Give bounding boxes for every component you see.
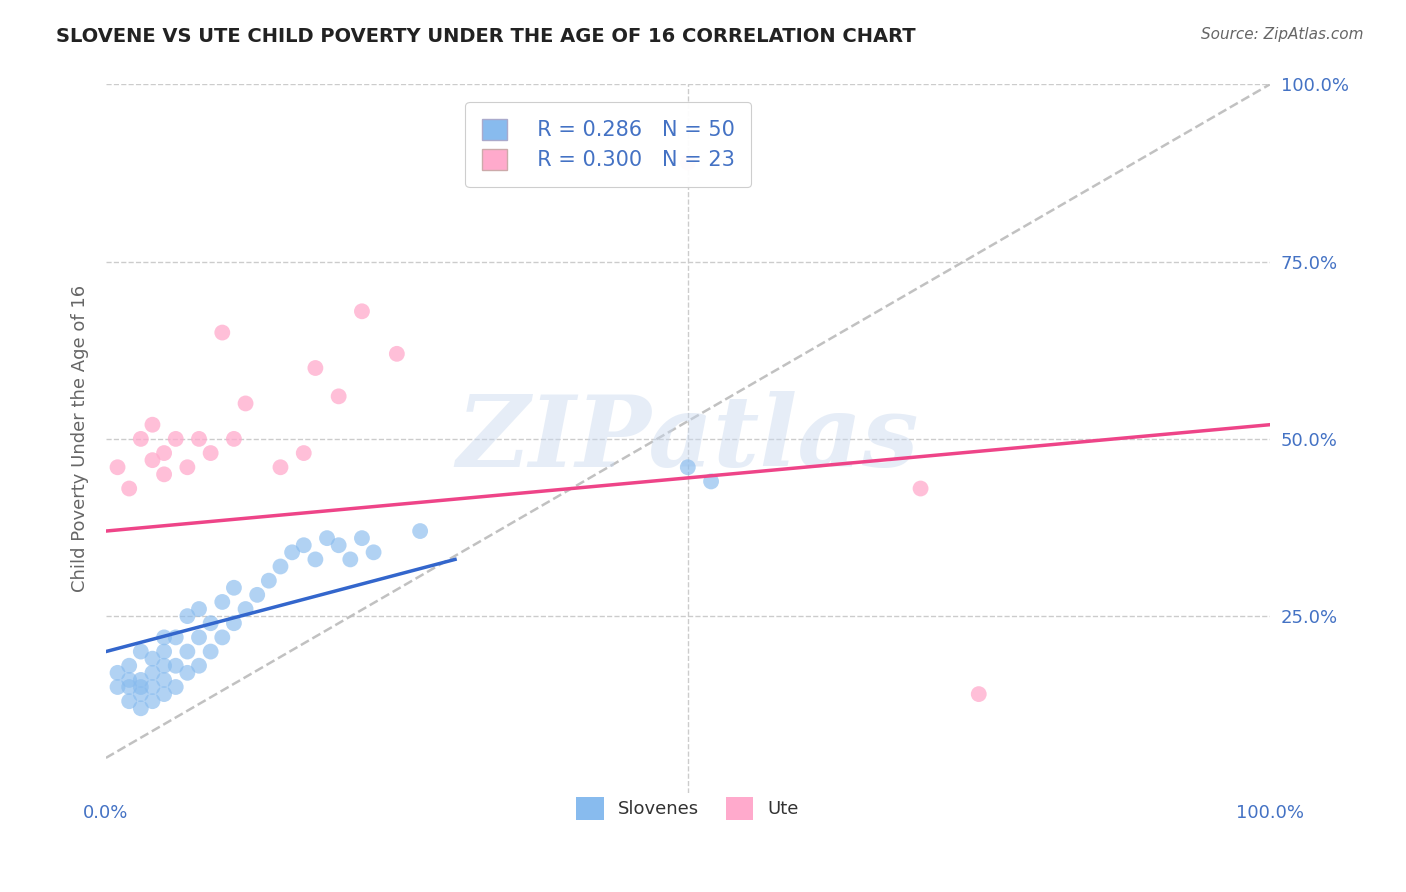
Point bbox=[129, 687, 152, 701]
Point bbox=[350, 304, 373, 318]
Point bbox=[153, 644, 176, 658]
Point bbox=[129, 432, 152, 446]
Point bbox=[246, 588, 269, 602]
Point bbox=[165, 658, 187, 673]
Point bbox=[316, 531, 339, 545]
Point bbox=[676, 460, 699, 475]
Point bbox=[153, 658, 176, 673]
Point bbox=[107, 665, 129, 680]
Point bbox=[141, 453, 163, 467]
Point bbox=[676, 155, 699, 169]
Point bbox=[129, 680, 152, 694]
Point bbox=[118, 482, 141, 496]
Point bbox=[211, 595, 233, 609]
Point bbox=[141, 417, 163, 432]
Point bbox=[328, 538, 350, 552]
Y-axis label: Child Poverty Under the Age of 16: Child Poverty Under the Age of 16 bbox=[72, 285, 89, 592]
Point bbox=[165, 432, 187, 446]
Point bbox=[176, 644, 198, 658]
Point bbox=[350, 531, 373, 545]
Point bbox=[118, 658, 141, 673]
Point bbox=[118, 694, 141, 708]
Point bbox=[141, 680, 163, 694]
Point bbox=[222, 581, 245, 595]
Point bbox=[118, 673, 141, 687]
Text: SLOVENE VS UTE CHILD POVERTY UNDER THE AGE OF 16 CORRELATION CHART: SLOVENE VS UTE CHILD POVERTY UNDER THE A… bbox=[56, 27, 915, 45]
Point bbox=[141, 651, 163, 665]
Point bbox=[211, 631, 233, 645]
Point bbox=[328, 389, 350, 403]
Point bbox=[129, 673, 152, 687]
Point bbox=[235, 602, 257, 616]
Text: Source: ZipAtlas.com: Source: ZipAtlas.com bbox=[1201, 27, 1364, 42]
Point bbox=[257, 574, 280, 588]
Point bbox=[188, 602, 211, 616]
Point bbox=[165, 631, 187, 645]
Point bbox=[200, 616, 222, 631]
Point bbox=[153, 687, 176, 701]
Point bbox=[700, 475, 723, 489]
Point bbox=[967, 687, 990, 701]
Point bbox=[141, 694, 163, 708]
Point bbox=[200, 644, 222, 658]
Point bbox=[292, 446, 315, 460]
Legend: Slovenes, Ute: Slovenes, Ute bbox=[562, 783, 814, 834]
Point bbox=[281, 545, 304, 559]
Point bbox=[269, 460, 291, 475]
Point bbox=[176, 460, 198, 475]
Point bbox=[118, 680, 141, 694]
Point bbox=[339, 552, 361, 566]
Point bbox=[222, 616, 245, 631]
Point bbox=[153, 446, 176, 460]
Point bbox=[129, 701, 152, 715]
Point bbox=[269, 559, 291, 574]
Point bbox=[363, 545, 385, 559]
Point bbox=[188, 432, 211, 446]
Point bbox=[129, 644, 152, 658]
Point bbox=[235, 396, 257, 410]
Point bbox=[385, 347, 408, 361]
Point bbox=[200, 446, 222, 460]
Point bbox=[910, 482, 932, 496]
Point bbox=[176, 609, 198, 624]
Point bbox=[107, 460, 129, 475]
Text: ZIPatlas: ZIPatlas bbox=[457, 391, 920, 487]
Point bbox=[211, 326, 233, 340]
Point bbox=[188, 658, 211, 673]
Point bbox=[165, 680, 187, 694]
Point bbox=[188, 631, 211, 645]
Point bbox=[222, 432, 245, 446]
Point bbox=[153, 631, 176, 645]
Point bbox=[304, 552, 326, 566]
Point bbox=[292, 538, 315, 552]
Point bbox=[141, 665, 163, 680]
Point bbox=[107, 680, 129, 694]
Point bbox=[409, 524, 432, 538]
Point bbox=[153, 467, 176, 482]
Point bbox=[304, 361, 326, 376]
Point bbox=[153, 673, 176, 687]
Point bbox=[176, 665, 198, 680]
